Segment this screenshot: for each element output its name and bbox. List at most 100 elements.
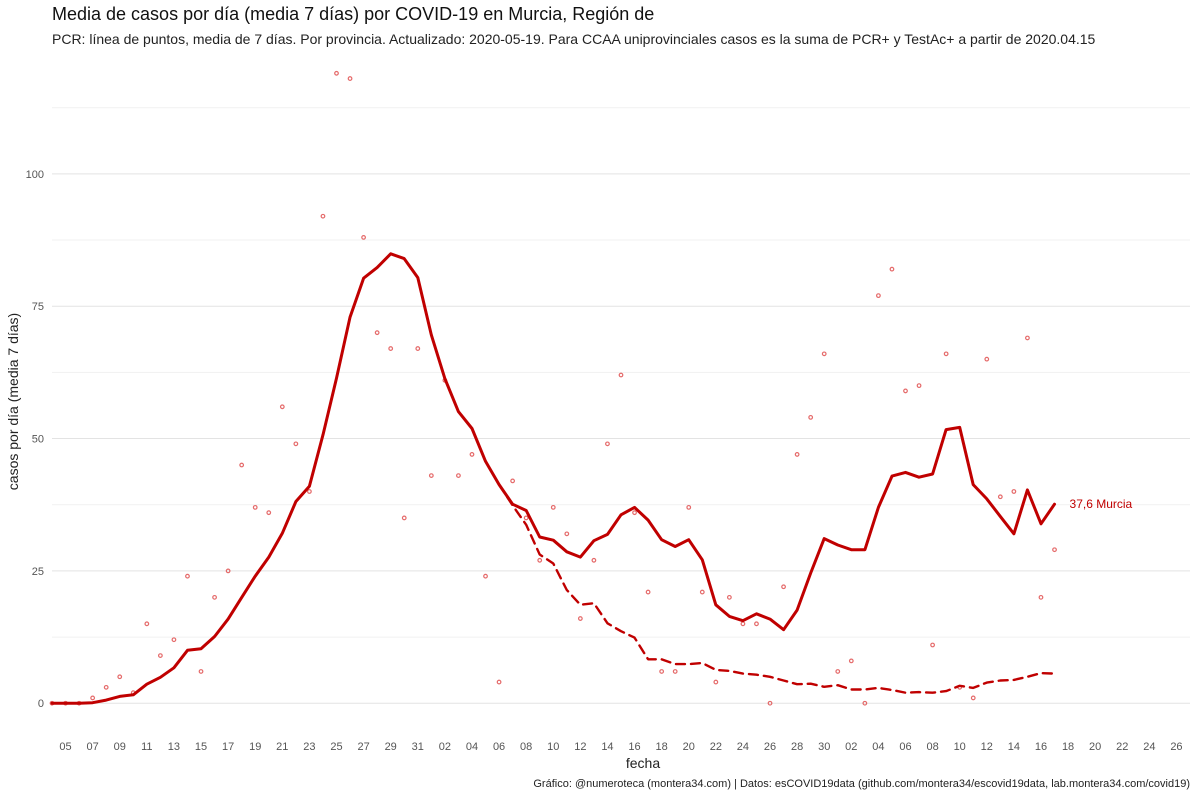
data-point bbox=[415, 346, 421, 351]
data-point bbox=[266, 510, 272, 516]
data-point bbox=[754, 621, 759, 627]
data-point bbox=[1025, 335, 1030, 341]
data-point bbox=[198, 669, 204, 674]
data-point bbox=[456, 473, 461, 479]
x-tick-label: 06 bbox=[493, 741, 505, 753]
x-tick-label: 25 bbox=[330, 741, 342, 753]
x-axis-title: fecha bbox=[626, 755, 660, 771]
x-tick-label: 26 bbox=[764, 741, 776, 753]
data-point bbox=[90, 695, 96, 701]
x-axis-ticks: 05 07 09 11 13 15 17 19 21 23 25 27 29 31 02 04 06 08 10 12… bbox=[59, 741, 1182, 753]
data-point bbox=[117, 674, 123, 680]
x-tick-label: 10 bbox=[547, 741, 559, 753]
gridlines bbox=[52, 107, 1190, 704]
data-point bbox=[659, 669, 665, 674]
data-point bbox=[713, 679, 719, 685]
x-tick-label: 20 bbox=[683, 741, 695, 753]
data-point bbox=[916, 383, 922, 389]
data-point bbox=[293, 441, 299, 447]
x-tick-label: 08 bbox=[926, 741, 938, 753]
data-point bbox=[699, 589, 705, 595]
data-point bbox=[496, 679, 502, 685]
data-point bbox=[510, 478, 516, 484]
series-line-media bbox=[50, 252, 1056, 705]
data-point bbox=[794, 452, 800, 457]
data-point bbox=[157, 653, 163, 658]
data-point bbox=[876, 293, 881, 299]
data-point bbox=[225, 568, 231, 574]
x-tick-label: 02 bbox=[439, 741, 451, 753]
data-point bbox=[103, 684, 109, 690]
x-tick-label: 22 bbox=[1116, 741, 1128, 753]
data-point bbox=[537, 557, 543, 563]
data-point bbox=[279, 404, 285, 410]
x-tick-label: 04 bbox=[466, 741, 478, 753]
x-tick-label: 02 bbox=[845, 741, 857, 753]
data-point bbox=[632, 510, 637, 516]
data-point bbox=[469, 452, 475, 457]
data-point bbox=[320, 213, 326, 219]
x-tick-label: 16 bbox=[1035, 741, 1047, 753]
y-axis-ticks: 0 25 50 75 100 bbox=[26, 169, 44, 710]
x-tick-label: 14 bbox=[601, 741, 613, 753]
x-tick-label: 24 bbox=[737, 741, 749, 753]
x-tick-label: 20 bbox=[1089, 741, 1101, 753]
data-point bbox=[997, 494, 1003, 500]
x-tick-label: 27 bbox=[357, 741, 369, 753]
data-point bbox=[550, 504, 556, 510]
x-tick-label: 28 bbox=[791, 741, 803, 753]
daily-points bbox=[49, 70, 1057, 706]
data-point bbox=[672, 669, 678, 674]
y-tick-label: 0 bbox=[38, 698, 44, 710]
data-point bbox=[889, 266, 895, 272]
x-tick-label: 14 bbox=[1008, 741, 1020, 753]
data-point bbox=[726, 594, 732, 600]
y-tick-label: 100 bbox=[26, 169, 44, 181]
data-point bbox=[781, 584, 786, 590]
data-point bbox=[645, 589, 651, 595]
x-tick-label: 12 bbox=[574, 741, 586, 753]
x-tick-label: 08 bbox=[520, 741, 532, 753]
data-point bbox=[1011, 489, 1017, 494]
data-point bbox=[185, 573, 190, 579]
x-tick-label: 12 bbox=[981, 741, 993, 753]
data-point bbox=[334, 70, 339, 76]
data-point bbox=[618, 372, 624, 378]
x-tick-label: 26 bbox=[1170, 741, 1182, 753]
data-point bbox=[821, 351, 827, 357]
data-point bbox=[252, 504, 258, 510]
data-point bbox=[523, 515, 529, 521]
x-tick-label: 21 bbox=[276, 741, 288, 753]
data-point bbox=[943, 351, 949, 357]
data-point bbox=[808, 414, 814, 420]
x-tick-label: 06 bbox=[899, 741, 911, 753]
data-point bbox=[388, 346, 394, 351]
data-point bbox=[862, 700, 868, 706]
x-tick-label: 11 bbox=[141, 741, 152, 753]
x-tick-label: 09 bbox=[114, 741, 126, 753]
y-tick-label: 75 bbox=[32, 301, 44, 313]
data-point bbox=[212, 594, 217, 600]
x-tick-label: 18 bbox=[656, 741, 668, 753]
x-tick-label: 13 bbox=[168, 741, 180, 753]
x-tick-label: 23 bbox=[303, 741, 315, 753]
chart-title: Media de casos por día (media 7 días) po… bbox=[52, 4, 655, 24]
data-point bbox=[1038, 594, 1044, 600]
x-tick-label: 31 bbox=[412, 741, 424, 753]
x-tick-label: 16 bbox=[628, 741, 640, 753]
x-tick-label: 04 bbox=[872, 741, 884, 753]
y-axis-title: casos por día (media 7 días) bbox=[5, 313, 21, 490]
data-point bbox=[835, 669, 841, 674]
end-label: 37,6 Murcia bbox=[1070, 497, 1133, 511]
x-tick-label: 18 bbox=[1062, 741, 1074, 753]
data-point bbox=[307, 489, 312, 494]
x-tick-label: 30 bbox=[818, 741, 830, 753]
x-tick-label: 29 bbox=[385, 741, 397, 753]
x-tick-label: 17 bbox=[222, 741, 234, 753]
data-point bbox=[740, 621, 746, 627]
data-point bbox=[591, 557, 597, 563]
data-point bbox=[767, 700, 773, 706]
data-point bbox=[361, 234, 366, 240]
data-point bbox=[686, 504, 692, 510]
